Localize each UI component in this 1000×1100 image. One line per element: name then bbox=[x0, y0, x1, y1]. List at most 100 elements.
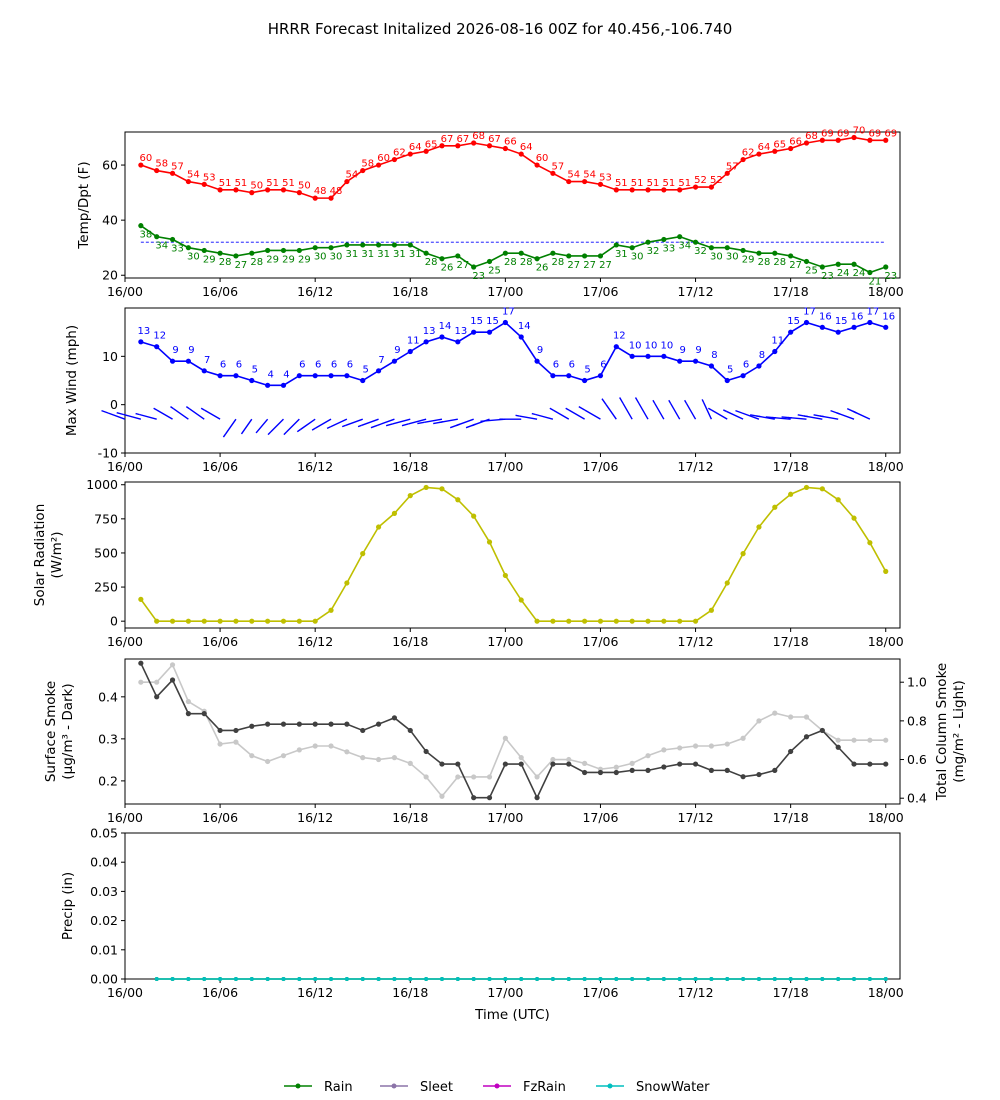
wind-point bbox=[708, 363, 715, 369]
wind-point bbox=[550, 373, 556, 379]
dewpoint-point bbox=[249, 250, 255, 256]
dewpoint-point bbox=[518, 250, 524, 256]
solar-point bbox=[597, 618, 604, 624]
wind-barb bbox=[601, 398, 617, 420]
wind-barb-flag bbox=[465, 424, 473, 429]
wind-label: 17 bbox=[803, 307, 816, 318]
snowwater-point bbox=[487, 977, 492, 981]
x-tick-label: 16/18 bbox=[392, 284, 428, 299]
temperature-point bbox=[803, 140, 810, 146]
x-tick-label: 16/06 bbox=[202, 810, 238, 825]
wind-barb bbox=[781, 416, 807, 420]
wind-barb-flag bbox=[370, 424, 378, 429]
wind-point bbox=[819, 324, 825, 330]
x-tick-label: 16/06 bbox=[202, 284, 238, 299]
dewpoint-label: 31 bbox=[361, 249, 374, 260]
temperature-label: 66 bbox=[789, 137, 802, 148]
dewpoint-label: 29 bbox=[203, 254, 216, 265]
dewpoint-point bbox=[883, 264, 889, 270]
wind-point bbox=[867, 319, 873, 326]
wind-barb bbox=[101, 409, 126, 420]
wind-barb bbox=[116, 412, 142, 420]
solar-point bbox=[661, 618, 667, 624]
wind-label: 8 bbox=[759, 350, 765, 361]
wind-barb-flag bbox=[819, 415, 824, 418]
dewpoint-point bbox=[724, 245, 730, 251]
surface-smoke-point bbox=[835, 744, 841, 750]
legend-swatch-marker bbox=[607, 1083, 613, 1089]
column-smoke-point bbox=[423, 774, 429, 780]
column-smoke-point bbox=[613, 764, 619, 770]
temperature-label: 54 bbox=[567, 170, 580, 181]
wind-barb bbox=[222, 418, 237, 438]
column-smoke-point bbox=[883, 737, 889, 743]
temperature-line bbox=[140, 136, 886, 199]
wind-point bbox=[360, 377, 366, 384]
column-smoke-point bbox=[502, 735, 508, 741]
column-smoke-point bbox=[772, 710, 778, 716]
wind-label: 5 bbox=[727, 365, 733, 376]
wind-point bbox=[328, 373, 334, 379]
column-smoke-point bbox=[375, 756, 382, 763]
surface-smoke-point bbox=[423, 748, 429, 755]
snowwater-point bbox=[725, 977, 730, 981]
x-tick-label: 18/00 bbox=[868, 985, 904, 1000]
x-tick-label: 17/18 bbox=[773, 985, 809, 1000]
temperature-point bbox=[692, 184, 699, 190]
solar-point bbox=[280, 618, 287, 624]
y-tick-label: 0 bbox=[110, 397, 118, 412]
dewpoint-point bbox=[692, 239, 699, 245]
temperature-point bbox=[185, 178, 191, 185]
wind-barb-flag bbox=[735, 409, 743, 414]
snowwater-point bbox=[281, 977, 286, 981]
wind-barb-flag bbox=[765, 416, 773, 419]
solar-point bbox=[328, 607, 334, 613]
wind-point bbox=[185, 358, 191, 364]
wind-label: 17 bbox=[502, 307, 515, 318]
dewpoint-label: 29 bbox=[282, 254, 295, 265]
x-tick-label: 16/12 bbox=[297, 810, 333, 825]
snowwater-point bbox=[741, 977, 746, 981]
wind-barb bbox=[255, 418, 269, 434]
wind-barb-staff bbox=[156, 409, 173, 420]
wind-barb-flag bbox=[830, 409, 838, 414]
wind-barb-staff bbox=[270, 418, 284, 433]
dewpoint-point bbox=[756, 250, 762, 256]
surface-smoke-point bbox=[645, 767, 651, 773]
surface-smoke-point bbox=[391, 715, 398, 721]
wind-label: 4 bbox=[283, 369, 289, 380]
dewpoint-label: 27 bbox=[599, 260, 612, 271]
solar-point bbox=[724, 580, 730, 586]
wind-barb-staff bbox=[726, 410, 744, 420]
y-tick-label: 1000 bbox=[86, 477, 118, 492]
wind-barb-flag bbox=[449, 424, 457, 429]
surface-smoke-point bbox=[217, 727, 223, 734]
x-tick-label: 17/06 bbox=[582, 985, 618, 1000]
wind-label: 4 bbox=[267, 369, 273, 380]
panel-2-frame bbox=[124, 481, 901, 629]
dewpoint-point bbox=[645, 239, 651, 245]
wind-point bbox=[407, 348, 413, 355]
wind-barb-flag bbox=[326, 426, 331, 430]
wind-label: 6 bbox=[236, 360, 242, 371]
solar-point bbox=[740, 551, 746, 557]
wind-point bbox=[154, 344, 160, 350]
wind-barb-flag bbox=[341, 424, 347, 428]
wind-barb-flag bbox=[750, 414, 758, 417]
dewpoint-label: 33 bbox=[662, 243, 675, 254]
dewpoint-label: 34 bbox=[155, 241, 168, 252]
y-tick-label: 500 bbox=[94, 545, 118, 560]
wind-point bbox=[502, 319, 508, 326]
dewpoint-label: 30 bbox=[631, 252, 644, 263]
wind-barb bbox=[240, 418, 253, 435]
wind-barb-flag bbox=[480, 420, 488, 423]
wind-barb-flag bbox=[652, 399, 656, 404]
wind-barb-staff bbox=[173, 408, 189, 420]
dewpoint-point bbox=[344, 242, 350, 248]
snowwater-point bbox=[455, 977, 460, 981]
surface-smoke-point bbox=[201, 711, 207, 717]
dewpoint-label: 32 bbox=[647, 246, 660, 257]
x-tick-label: 18/00 bbox=[868, 810, 904, 825]
wind-barb-staff bbox=[361, 418, 379, 426]
wind-barb-flag bbox=[803, 415, 808, 418]
